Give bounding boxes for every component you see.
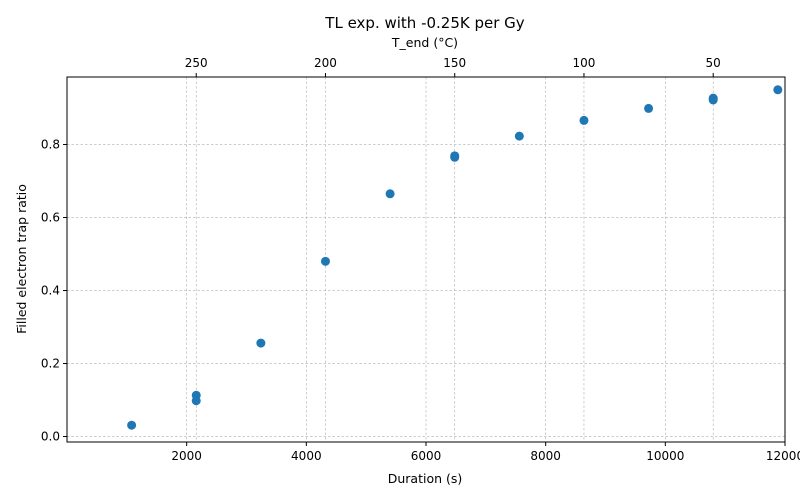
top-x-axis-label: T_end (°C)	[391, 35, 458, 50]
y-axis-label: Filled electron trap ratio	[14, 184, 29, 334]
data-point	[579, 115, 589, 125]
x-tick-label: 8000	[530, 449, 561, 463]
data-point	[127, 420, 137, 430]
data-point	[514, 131, 524, 141]
axis-ticks: 2000 4000 6000 8000 10000 12000 250 200 150 100 50…	[41, 56, 800, 463]
y-tick-label: 0.6	[41, 211, 60, 225]
grid	[67, 77, 786, 442]
data-point	[644, 103, 654, 113]
data-point	[385, 189, 395, 199]
x-tick-label: 12000	[766, 449, 800, 463]
top-x-tick-label: 250	[185, 56, 208, 70]
y-tick-label: 0.4	[41, 284, 60, 298]
data-point	[191, 390, 201, 400]
x-tick-label: 2000	[171, 449, 202, 463]
data-point	[708, 93, 718, 103]
x-tick-label: 4000	[291, 449, 322, 463]
top-x-tick-label: 200	[314, 56, 337, 70]
data-point	[256, 338, 266, 348]
y-tick-label: 0.8	[41, 138, 60, 152]
x-tick-label: 10000	[646, 449, 684, 463]
data-points	[127, 85, 783, 430]
data-point	[773, 85, 783, 95]
top-x-tick-label: 150	[443, 56, 466, 70]
top-x-tick-label: 100	[573, 56, 596, 70]
chart-title: TL exp. with -0.25K per Gy	[324, 14, 525, 32]
x-tick-label: 6000	[411, 449, 442, 463]
data-point	[450, 151, 460, 161]
y-tick-label: 0.2	[41, 357, 60, 371]
data-point	[320, 256, 330, 266]
x-axis-label: Duration (s)	[388, 471, 463, 486]
top-x-tick-label: 50	[706, 56, 721, 70]
y-tick-label: 0.0	[41, 430, 60, 444]
